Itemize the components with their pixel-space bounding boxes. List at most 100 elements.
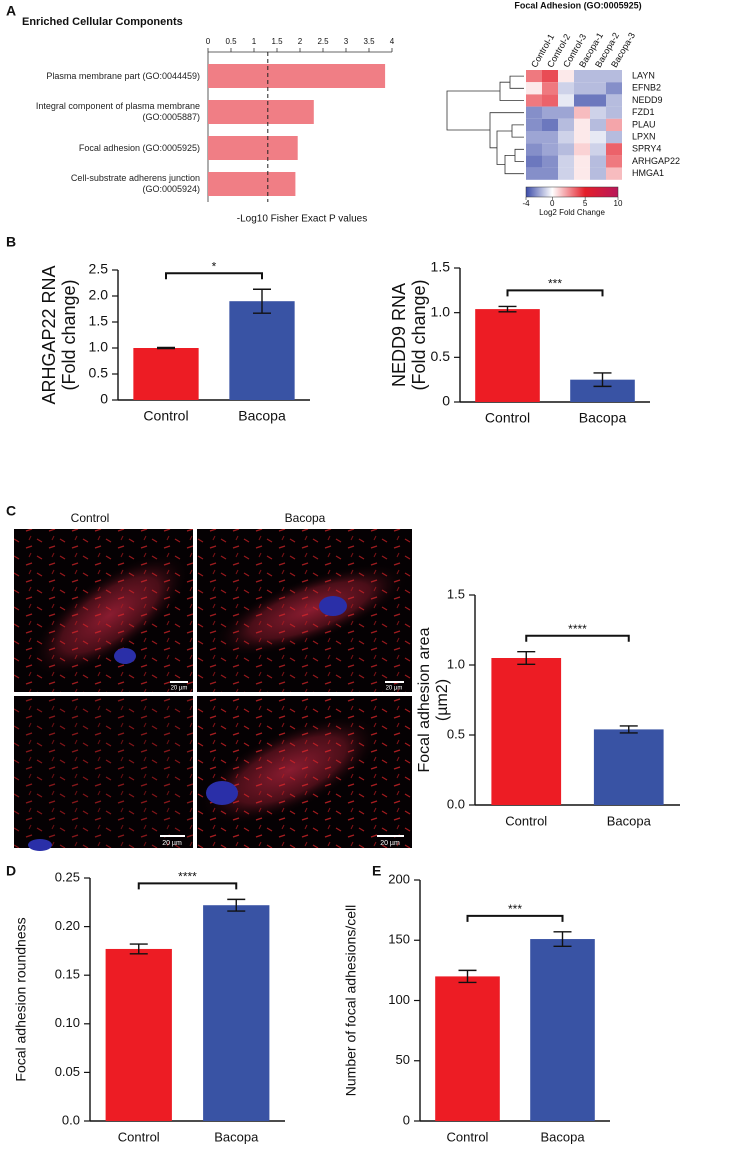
heatmap-cell	[590, 70, 606, 83]
x-tick-label: Control	[447, 1129, 489, 1144]
y-tick-label: 0.10	[55, 1015, 80, 1030]
significance-bracket	[137, 882, 238, 890]
heatmap-cell	[590, 106, 606, 119]
bar	[593, 729, 664, 805]
y-tick-label: 0.5	[431, 348, 451, 364]
y-tick-label: 100	[388, 992, 410, 1007]
significance-bracket	[165, 272, 263, 280]
x-tick-label: 4	[390, 37, 395, 46]
heatmap-cell	[558, 82, 574, 95]
heatmap-cell	[590, 94, 606, 107]
error-bar	[253, 288, 271, 314]
heatmap-cell	[526, 118, 542, 131]
adhesions	[14, 696, 193, 848]
x-tick-label: 2	[298, 37, 303, 46]
heatmap-cell	[526, 143, 542, 156]
significance-bracket	[506, 289, 604, 297]
colorbar-tick-label: -4	[522, 199, 530, 208]
scale-bar-label: 20 µm	[380, 840, 400, 847]
heatmap-cell	[606, 143, 622, 156]
y-tick-label: 0.20	[55, 918, 80, 933]
x-tick-label: Control	[505, 813, 547, 828]
x-tick-label: 0	[206, 37, 211, 46]
panel-label: D	[6, 863, 16, 879]
heatmap-cell	[606, 94, 622, 107]
bar	[491, 658, 562, 805]
heatmap-cell	[542, 106, 558, 119]
heatmap-cell	[574, 118, 590, 131]
adhesions	[14, 529, 193, 692]
category-label-box: Cell-substrate adherens junction (GO:000…	[70, 173, 200, 194]
heatmap-cell	[590, 82, 606, 95]
y-tick-label: 1.0	[447, 656, 465, 671]
y-tick-label: 150	[388, 932, 410, 947]
micrograph-column-label: Control	[71, 511, 110, 525]
row-label: NEDD9	[632, 95, 663, 105]
row-label: HMGA1	[632, 168, 664, 178]
heatmap-cell	[574, 131, 590, 144]
bar	[208, 172, 296, 196]
bar	[105, 948, 172, 1121]
micrograph-column-label: Bacopa	[285, 511, 326, 525]
panel-label: B	[6, 234, 16, 250]
error-bar	[458, 969, 477, 984]
significance-label: *	[212, 259, 217, 273]
nucleus	[206, 781, 238, 805]
error-bar	[129, 943, 148, 955]
heatmap-cell	[590, 155, 606, 168]
y-tick-label: 0.5	[89, 365, 109, 381]
heatmap-cell	[606, 167, 622, 180]
significance-label: ***	[548, 277, 562, 291]
scale-bar-label: 20 µm	[162, 840, 182, 847]
y-tick-label: 0.05	[55, 1064, 80, 1079]
heatmap-cell	[542, 82, 558, 95]
heatmap-cell	[542, 70, 558, 83]
row-label: ARHGAP22	[632, 156, 680, 166]
error-bar	[553, 931, 572, 947]
heatmap-cell	[526, 155, 542, 168]
heatmap-cell	[558, 70, 574, 83]
nucleus	[114, 648, 136, 664]
y-tick-label: 1.5	[431, 259, 451, 275]
bar	[475, 309, 540, 402]
y-tick-label: 1.5	[89, 313, 109, 329]
heatmap-cell	[590, 131, 606, 144]
x-tick-label: Bacopa	[579, 410, 627, 426]
scale-bar-label: 20 µm	[171, 686, 188, 692]
heatmap-cell	[542, 155, 558, 168]
category-label-box: Integral component of plasma membrane (G…	[36, 101, 200, 122]
bar	[570, 379, 635, 402]
y-axis-label: Focal adhesion roundness	[13, 917, 29, 1081]
heatmap-cell	[526, 82, 542, 95]
y-tick-label: 1.0	[89, 339, 109, 355]
panel-label: C	[6, 503, 16, 519]
heatmap-cell	[590, 118, 606, 131]
colorbar-tick-label: 10	[614, 199, 623, 208]
adhesions	[197, 529, 412, 692]
heatmap-cell	[606, 155, 622, 168]
colorbar-label: Log2 Fold Change	[539, 208, 605, 217]
heatmap-cell	[526, 94, 542, 107]
y-tick-label: Cell-substrate adherens junction (GO:000…	[70, 173, 200, 194]
y-tick-label: Plasma membrane part (GO:0044459)	[46, 70, 200, 81]
y-tick-label: 0.5	[447, 726, 465, 741]
bar	[435, 976, 500, 1121]
heatmap-cell	[606, 70, 622, 83]
heatmap-cell	[542, 131, 558, 144]
colorbar	[525, 186, 619, 198]
row-label: LAYN	[632, 70, 655, 80]
significance-label: ****	[178, 870, 197, 884]
heatmap-cell	[606, 131, 622, 144]
y-axis-label: NEDD9 RNA	[389, 283, 409, 387]
significance-bracket	[466, 914, 564, 922]
heatmap-cell	[574, 82, 590, 95]
y-tick-label: 1.0	[431, 303, 451, 319]
y-tick-label: Focal adhesion (GO:0005925)	[78, 142, 200, 153]
y-tick-label: 0.15	[55, 967, 80, 982]
panel-label: A	[6, 3, 16, 19]
heatmap-cell	[590, 143, 606, 156]
colorbar-tick-label: 5	[583, 199, 588, 208]
y-tick-label: 2.0	[89, 287, 109, 303]
significance-label: ***	[508, 902, 522, 916]
nucleus	[28, 839, 52, 851]
